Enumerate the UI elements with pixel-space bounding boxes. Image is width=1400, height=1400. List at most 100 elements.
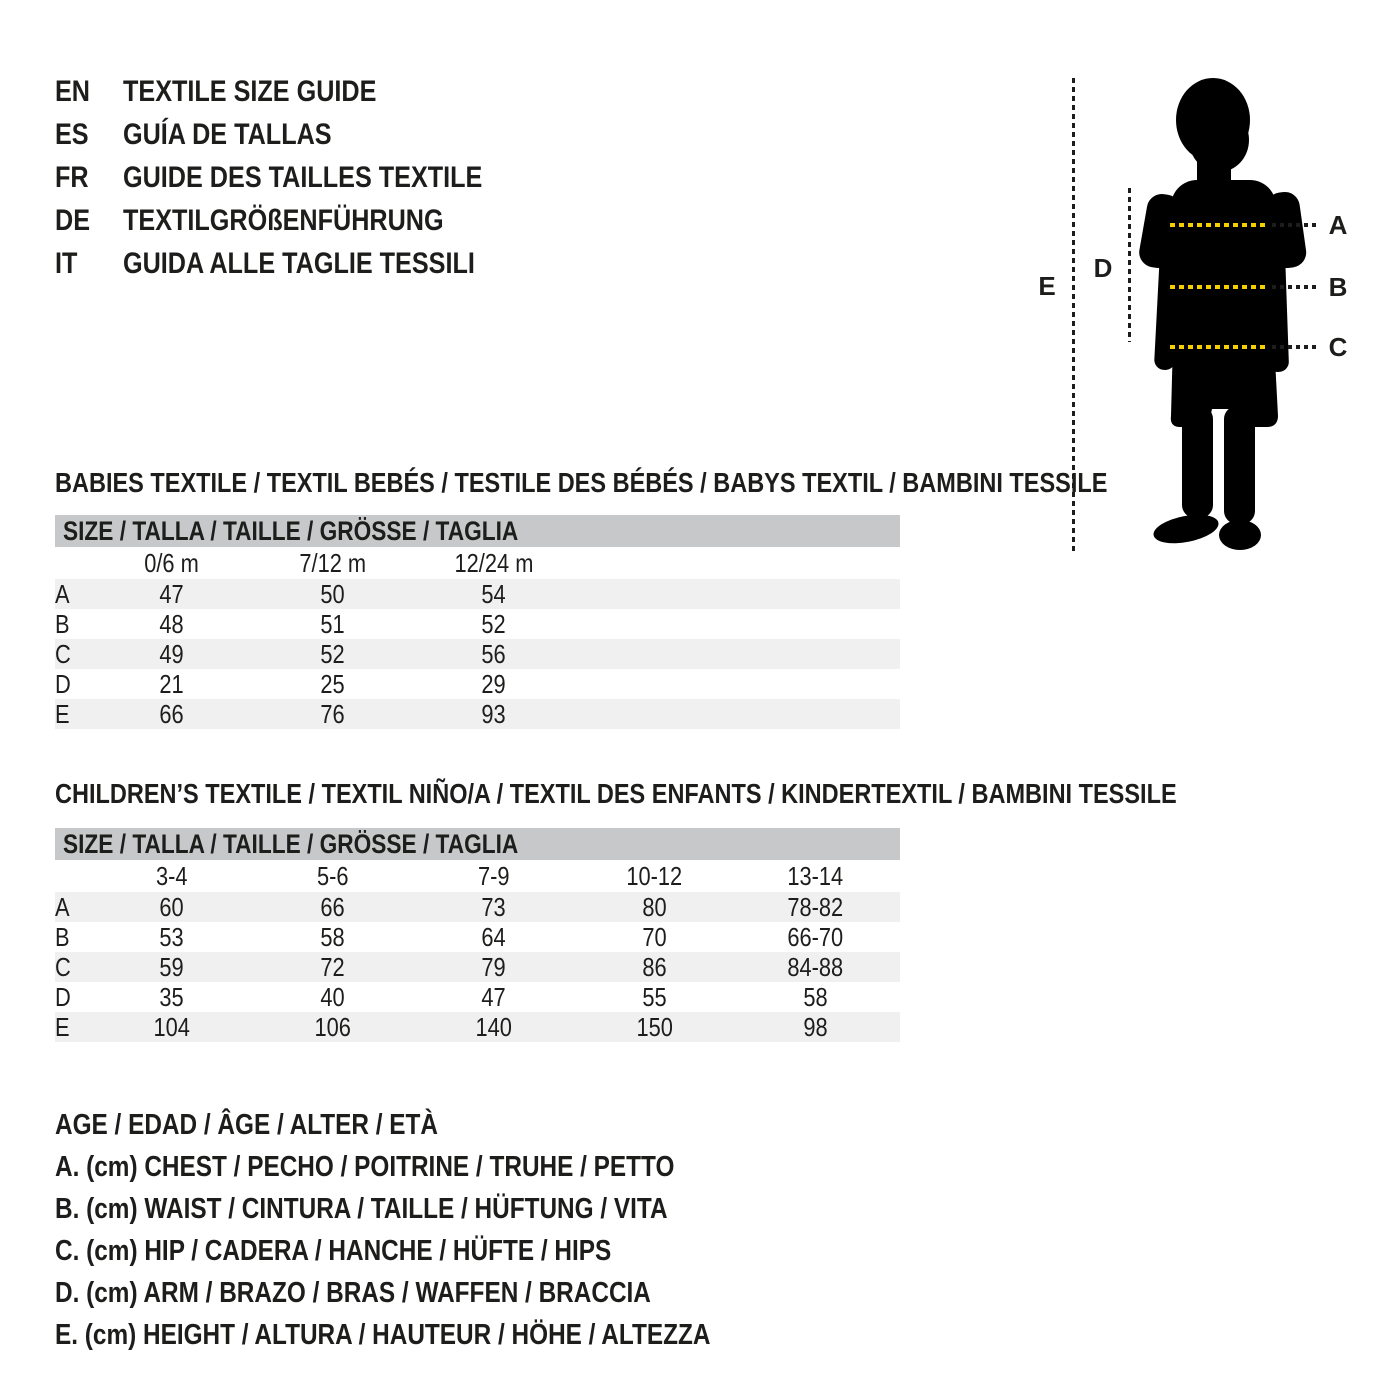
language-row-es: ES GUÍA DE TALLAS <box>55 113 551 156</box>
table-cell: 52 <box>320 638 345 669</box>
height-measure-line <box>1072 78 1075 552</box>
waist-measure-line <box>1170 285 1268 289</box>
table-cell: 53 <box>159 921 184 952</box>
size-header-text: SIZE / TALLA / TAILLE / GRÖSSE / TAGLIA <box>63 515 519 546</box>
table-cell: 64 <box>481 921 506 952</box>
table-cell: 59 <box>159 951 184 982</box>
table-cell: 55 <box>642 981 667 1012</box>
babies-section-title: BABIES TEXTILE / TEXTIL BEBÉS / TESTILE … <box>55 467 1308 499</box>
table-cell: 49 <box>159 638 184 669</box>
children-size-table: SIZE / TALLA / TAILLE / GRÖSSE / TAGLIA … <box>55 828 900 1042</box>
table-cell: 86 <box>642 951 667 982</box>
table-row-d: D 35 40 47 55 58 <box>55 982 900 1012</box>
row-label: A <box>55 891 70 922</box>
column-header: 7-9 <box>477 860 510 891</box>
column-header: 10-12 <box>626 860 683 891</box>
table-cell: 47 <box>159 578 184 609</box>
table-cell: 93 <box>481 698 506 729</box>
table-cell: 76 <box>320 698 345 729</box>
children-section-title-text: CHILDREN’S TEXTILE / TEXTIL NIÑO/A / TEX… <box>55 778 1177 809</box>
table-cell: 25 <box>320 668 345 699</box>
babies-size-table: SIZE / TALLA / TAILLE / GRÖSSE / TAGLIA … <box>55 515 900 729</box>
table-cell: 47 <box>481 981 506 1012</box>
table-cell: 66 <box>320 891 345 922</box>
table-cell: 60 <box>159 891 184 922</box>
column-header: 12/24 m <box>454 547 533 578</box>
row-label: B <box>55 608 70 639</box>
language-title-list: EN TEXTILE SIZE GUIDE ES GUÍA DE TALLAS … <box>55 70 551 285</box>
legend-arm-line: D. (cm) ARM / BRAZO / BRAS / WAFFEN / BR… <box>55 1277 651 1309</box>
table-cell: 80 <box>642 891 667 922</box>
waist-measure-leader <box>1272 285 1318 289</box>
table-cell: 73 <box>481 891 506 922</box>
table-cell: 104 <box>153 1011 190 1042</box>
arm-measure-line <box>1128 188 1131 342</box>
babies-column-headers: 0/6 m 7/12 m 12/24 m <box>55 547 900 579</box>
column-header: 5-6 <box>316 860 349 891</box>
table-row-a: A 47 50 54 <box>55 579 900 609</box>
legend-hip-line: C. (cm) HIP / CADERA / HANCHE / HÜFTE / … <box>55 1235 612 1267</box>
table-row-e: E 66 76 93 <box>55 699 900 729</box>
table-cell: 72 <box>320 951 345 982</box>
row-label: B <box>55 921 70 952</box>
child-silhouette <box>1139 78 1307 550</box>
table-cell: 56 <box>481 638 506 669</box>
table-cell: 150 <box>636 1011 673 1042</box>
table-row-d: D 21 25 29 <box>55 669 900 699</box>
table-cell: 48 <box>159 608 184 639</box>
column-header: 3-4 <box>155 860 188 891</box>
babies-section-title-text: BABIES TEXTILE / TEXTIL BEBÉS / TESTILE … <box>55 467 1108 498</box>
measurement-figure: E D A B <box>1020 60 1390 590</box>
measurement-legend: AGE / EDAD / ÂGE / ALTER / ETÀ A. (cm) C… <box>55 1104 835 1356</box>
language-row-de: DE TEXTILGRÖßENFÜHRUNG <box>55 199 551 242</box>
chest-measure-line <box>1170 223 1268 227</box>
row-label: C <box>55 951 71 982</box>
table-cell: 70 <box>642 921 667 952</box>
table-row-b: B 53 58 64 70 66-70 <box>55 922 900 952</box>
table-cell: 98 <box>803 1011 828 1042</box>
measure-label-e: E <box>1038 271 1056 301</box>
table-cell: 79 <box>481 951 506 982</box>
table-row-c: C 59 72 79 86 84-88 <box>55 952 900 982</box>
children-column-headers: 3-4 5-6 7-9 10-12 13-14 <box>55 860 900 892</box>
guide-title-en: TEXTILE SIZE GUIDE <box>123 74 377 108</box>
guide-title-es: GUÍA DE TALLAS <box>123 117 332 151</box>
table-cell: 35 <box>159 981 184 1012</box>
table-cell: 50 <box>320 578 345 609</box>
row-label: E <box>55 698 70 729</box>
hip-measure-leader <box>1272 345 1318 349</box>
legend-waist-line: B. (cm) WAIST / CINTURA / TAILLE / HÜFTU… <box>55 1193 668 1225</box>
legend-age-line: AGE / EDAD / ÂGE / ALTER / ETÀ <box>55 1109 439 1141</box>
row-label: E <box>55 1011 70 1042</box>
row-label: A <box>55 578 70 609</box>
table-cell: 78-82 <box>787 891 844 922</box>
column-header: 7/12 m <box>299 547 366 578</box>
table-cell: 40 <box>320 981 345 1012</box>
table-cell: 58 <box>803 981 828 1012</box>
table-cell: 140 <box>475 1011 512 1042</box>
column-header: 13-14 <box>787 860 844 891</box>
table-row-c: C 49 52 56 <box>55 639 900 669</box>
table-cell: 58 <box>320 921 345 952</box>
guide-title-it: GUIDA ALLE TAGLIE TESSILI <box>123 246 475 280</box>
size-header-bar: SIZE / TALLA / TAILLE / GRÖSSE / TAGLIA <box>55 515 900 547</box>
language-code: DE <box>55 203 91 237</box>
table-cell: 84-88 <box>787 951 844 982</box>
size-header-bar: SIZE / TALLA / TAILLE / GRÖSSE / TAGLIA <box>55 828 900 860</box>
guide-title-de: TEXTILGRÖßENFÜHRUNG <box>123 203 444 237</box>
column-header: 0/6 m <box>144 547 199 578</box>
table-cell: 66 <box>159 698 184 729</box>
row-label: C <box>55 638 71 669</box>
measure-label-c: C <box>1328 332 1348 362</box>
table-row-e: E 104 106 140 150 98 <box>55 1012 900 1042</box>
table-cell: 29 <box>481 668 506 699</box>
table-cell: 66-70 <box>787 921 844 952</box>
language-code: FR <box>55 160 89 194</box>
language-row-en: EN TEXTILE SIZE GUIDE <box>55 70 551 113</box>
table-cell: 52 <box>481 608 506 639</box>
table-row-a: A 60 66 73 80 78-82 <box>55 892 900 922</box>
row-label: D <box>55 668 71 699</box>
measure-label-d: D <box>1093 253 1113 283</box>
language-row-it: IT GUIDA ALLE TAGLIE TESSILI <box>55 242 551 285</box>
